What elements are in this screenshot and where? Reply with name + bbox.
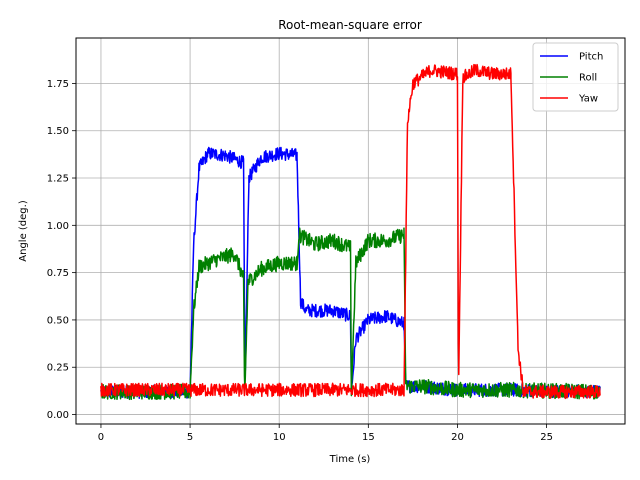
chart-title: Root-mean-square error xyxy=(278,18,422,32)
x-axis-label: Time (s) xyxy=(329,454,371,465)
y-tick-label: 0.50 xyxy=(47,315,69,326)
y-tick-label: 0.00 xyxy=(47,410,69,421)
series-line-yaw xyxy=(100,63,601,400)
x-tick-label: 20 xyxy=(451,432,464,443)
x-tick-label: 15 xyxy=(362,432,375,443)
x-tick-label: 0 xyxy=(98,432,104,443)
y-tick-label: 0.25 xyxy=(47,363,69,374)
legend-label-roll: Roll xyxy=(579,73,597,84)
x-tick-label: 10 xyxy=(273,432,286,443)
plot-frame xyxy=(75,37,626,425)
legend: Pitch Roll Yaw xyxy=(532,42,619,112)
x-axis-ticks: 0 5 10 15 20 25 xyxy=(98,424,553,443)
y-axis-ticks: 0.00 0.25 0.50 0.75 1.00 1.25 1.50 1.75 xyxy=(47,79,76,421)
series-line-roll xyxy=(100,227,601,401)
legend-box xyxy=(532,42,619,112)
x-tick-label: 5 xyxy=(187,432,193,443)
y-tick-label: 1.75 xyxy=(47,79,69,90)
y-tick-label: 0.75 xyxy=(47,268,69,279)
y-tick-label: 1.50 xyxy=(47,126,69,137)
y-tick-label: 1.00 xyxy=(47,221,69,232)
legend-label-pitch: Pitch xyxy=(579,52,603,63)
y-tick-label: 1.25 xyxy=(47,174,69,185)
series-layer xyxy=(100,63,601,401)
legend-label-yaw: Yaw xyxy=(578,94,598,105)
x-tick-label: 25 xyxy=(540,432,553,443)
y-axis-label: Angle (deg.) xyxy=(18,200,29,262)
